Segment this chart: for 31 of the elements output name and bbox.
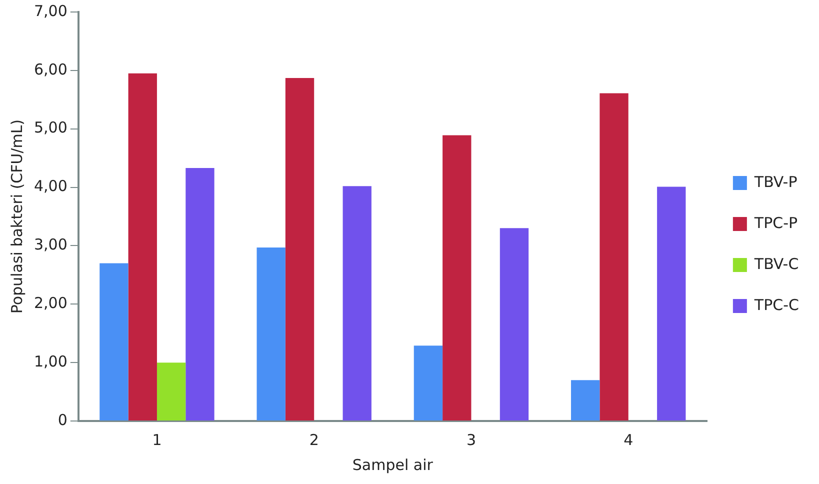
y-tick-label: 6,00 (34, 60, 68, 78)
bar (571, 380, 600, 420)
bar (657, 186, 686, 420)
bar (186, 168, 214, 420)
x-tick-label: 2 (309, 430, 319, 449)
bar (256, 247, 286, 420)
x-axis-title: Sampel air (352, 456, 434, 474)
bar (156, 362, 186, 420)
y-axis-title: Populasi bakteri (CFU/mL) (8, 119, 26, 314)
legend-label: TPC-C (753, 296, 800, 314)
y-tick-label: 3,00 (34, 236, 68, 254)
y-tick-label: 5,00 (34, 118, 68, 137)
legend-label: TPC-P (753, 214, 798, 232)
y-tick-label: 7,00 (34, 2, 68, 20)
x-tick-label: 1 (152, 430, 162, 449)
y-tick-label: 4,00 (34, 177, 68, 196)
bar (128, 73, 157, 420)
x-tick-label: 3 (466, 430, 476, 449)
bar (285, 78, 314, 420)
bar (500, 228, 529, 420)
bar (342, 186, 372, 420)
bar (600, 93, 628, 420)
bar (414, 346, 443, 420)
y-tick-label: 0 (58, 410, 68, 429)
bar (100, 263, 128, 420)
y-tick-label: 2,00 (34, 294, 68, 312)
bar (442, 135, 472, 420)
legend-label: TBV-C (753, 254, 799, 273)
y-tick-label: 1,00 (34, 352, 68, 370)
legend-label: TBV-P (753, 172, 798, 191)
x-tick-label: 4 (624, 430, 634, 449)
